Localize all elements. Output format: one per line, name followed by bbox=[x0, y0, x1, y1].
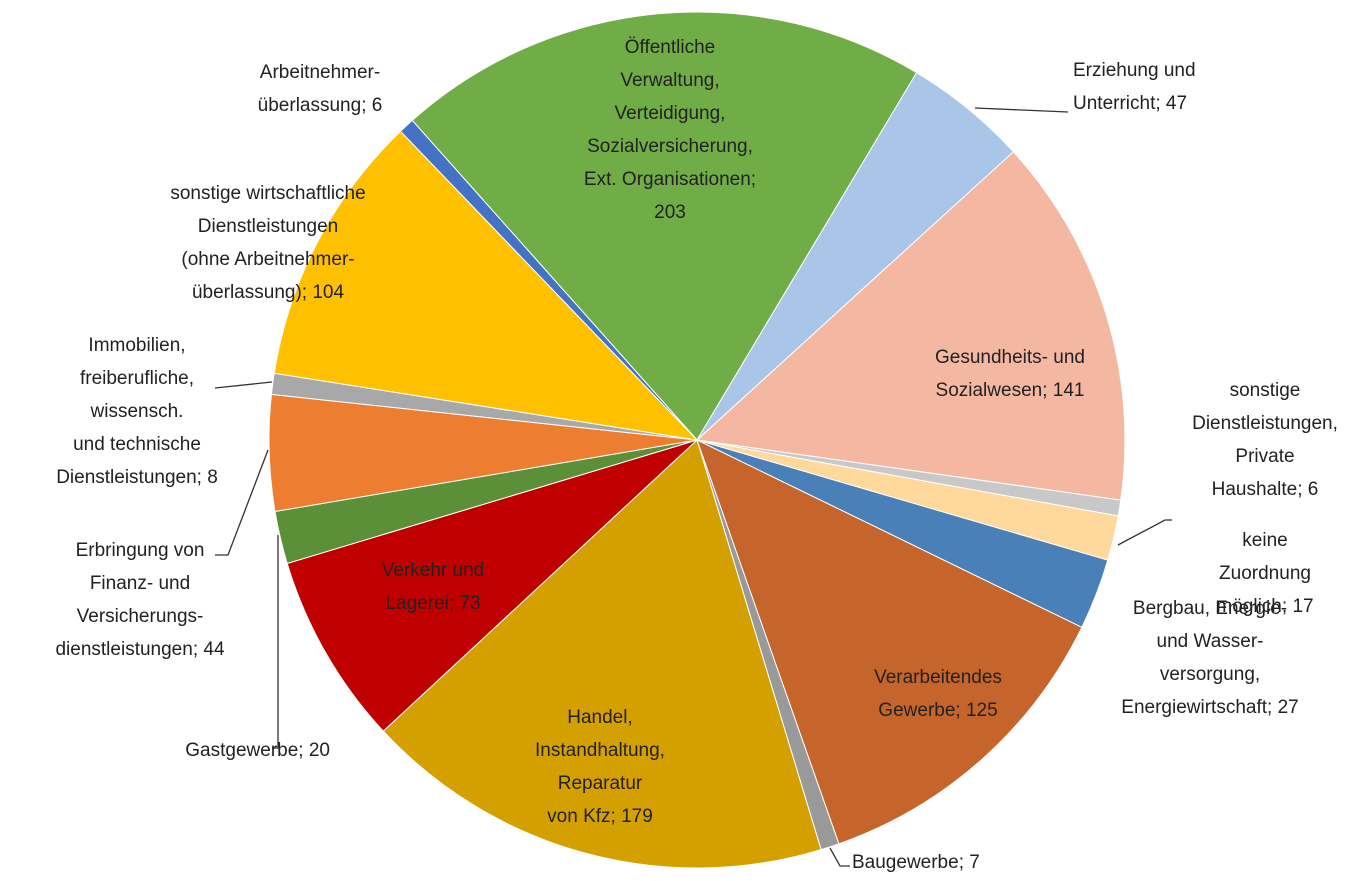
category-label: Öffentliche Verwaltung, Verteidigung, So… bbox=[583, 37, 753, 190]
category-label: Arbeitnehmer- überlassung bbox=[257, 62, 381, 116]
data-label: Öffentliche Verwaltung, Verteidigung, So… bbox=[584, 31, 756, 229]
pie-slice bbox=[382, 439, 822, 869]
leader-line bbox=[1117, 519, 1172, 546]
category-label: Verarbeitendes Gewerbe bbox=[874, 667, 1002, 721]
category-label: keine Zuordnung möglich bbox=[1216, 530, 1311, 617]
data-label: Immobilien, freiberufliche, wissensch. u… bbox=[56, 329, 218, 494]
data-label: Bergbau, Energie- und Wasser- versorgung… bbox=[1121, 592, 1298, 724]
value-label: 179 bbox=[611, 806, 653, 827]
category-label: sonstige Dienstleistungen, Private Haush… bbox=[1192, 380, 1338, 500]
data-label: Handel, Instandhaltung, Reparatur von Kf… bbox=[535, 701, 665, 833]
leader-line bbox=[214, 381, 273, 389]
value-label: 27 bbox=[1267, 697, 1299, 718]
pie-slice bbox=[411, 11, 918, 441]
data-label: Erziehung und Unterricht47 bbox=[1073, 54, 1196, 120]
category-label: Bergbau, Energie- und Wasser- versorgung… bbox=[1121, 598, 1288, 718]
value-label: 6 bbox=[361, 95, 382, 116]
pie-slice bbox=[273, 130, 699, 441]
category-label: Erbringung von Finanz- und Versicherungs… bbox=[55, 540, 205, 660]
category-label: Handel, Instandhaltung, Reparatur von Kf… bbox=[535, 707, 665, 827]
value-label: 125 bbox=[955, 700, 997, 721]
value-label: 20 bbox=[298, 740, 330, 761]
pie-slice bbox=[399, 119, 698, 441]
data-label: keine Zuordnung möglich17 bbox=[1212, 524, 1318, 623]
category-label: Verkehr und Lagerei bbox=[381, 560, 485, 614]
data-label: Gastgewerbe20 bbox=[185, 734, 330, 767]
category-label: Gesundheits- und Sozialwesen bbox=[935, 347, 1085, 401]
category-label: Erziehung und Unterricht bbox=[1073, 60, 1196, 114]
data-label: Gesundheits- und Sozialwesen141 bbox=[935, 341, 1085, 407]
pie-slice bbox=[695, 151, 1126, 501]
data-label: sonstige wirtschaftliche Dienstleistunge… bbox=[170, 177, 365, 309]
value-label: 8 bbox=[197, 467, 218, 488]
value-label: 7 bbox=[959, 852, 980, 873]
data-label: sonstige Dienstleistungen, Private Haush… bbox=[1192, 374, 1338, 506]
value-label: 17 bbox=[1282, 596, 1314, 617]
category-label: sonstige wirtschaftliche Dienstleistunge… bbox=[170, 183, 366, 303]
value-label: 104 bbox=[302, 282, 344, 303]
value-label: 44 bbox=[193, 639, 225, 660]
value-label: 6 bbox=[1297, 479, 1318, 500]
leader-line bbox=[829, 847, 850, 867]
data-label: Erbringung von Finanz- und Versicherungs… bbox=[55, 534, 224, 666]
value-label: 47 bbox=[1155, 93, 1187, 114]
leader-line bbox=[215, 449, 269, 556]
pie-slice bbox=[286, 439, 698, 732]
leader-line bbox=[974, 107, 1069, 113]
leader-line bbox=[272, 535, 279, 749]
value-label: 141 bbox=[1042, 380, 1084, 401]
pie-slice bbox=[696, 439, 1083, 845]
category-label: Gastgewerbe bbox=[185, 740, 299, 761]
data-label: Verarbeitendes Gewerbe125 bbox=[874, 661, 1002, 727]
category-label: Immobilien, freiberufliche, wissensch. u… bbox=[56, 335, 201, 488]
data-label: Arbeitnehmer- überlassung6 bbox=[258, 56, 383, 122]
value-label: 73 bbox=[449, 593, 481, 614]
data-label: Verkehr und Lagerei73 bbox=[382, 554, 484, 620]
data-label: Baugewerbe7 bbox=[852, 846, 980, 879]
category-label: Baugewerbe bbox=[852, 852, 959, 873]
